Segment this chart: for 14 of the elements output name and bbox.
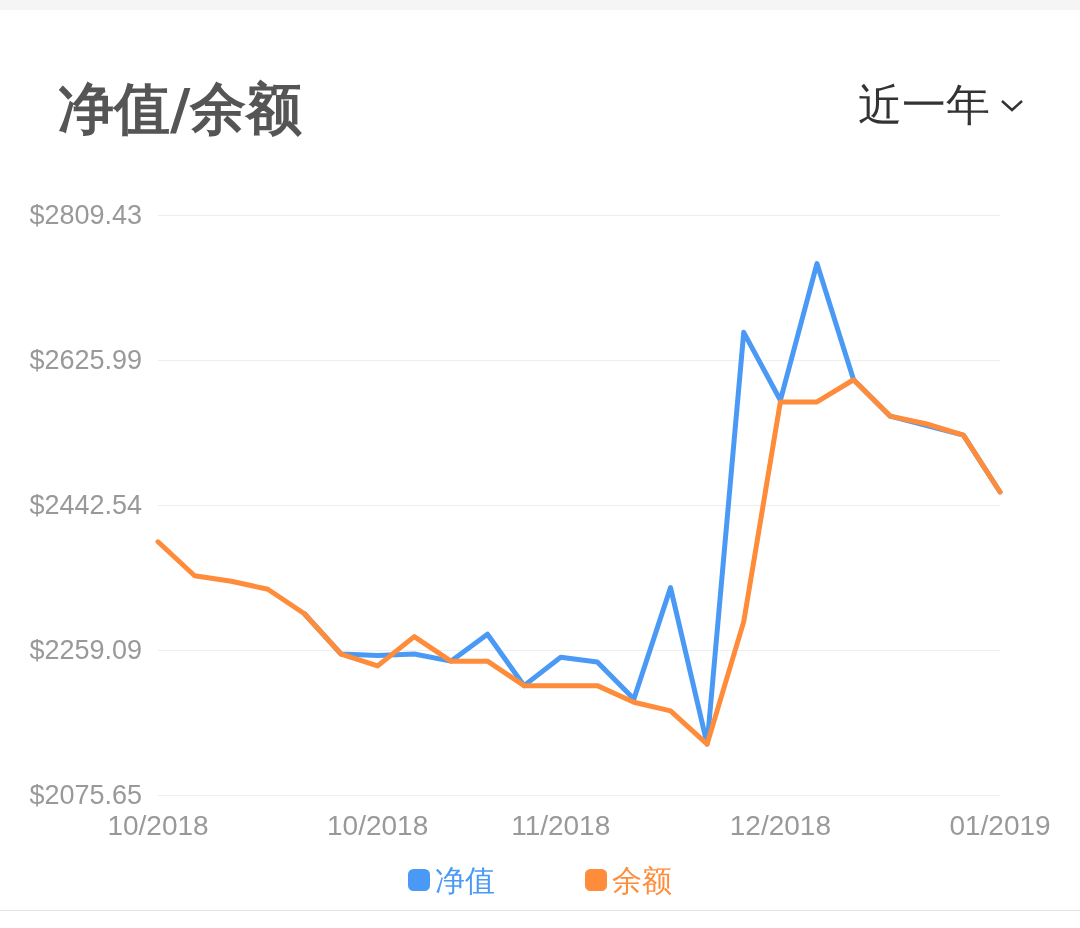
y-tick-label: $2442.54 — [29, 490, 142, 520]
y-tick-label: $2075.65 — [29, 780, 142, 810]
chart-title: 净值/余额 — [58, 75, 303, 143]
y-tick-label: $2259.09 — [29, 635, 142, 665]
y-tick-label: $2625.99 — [29, 345, 142, 375]
x-tick-label: 10/2018 — [327, 809, 429, 841]
x-tick-label: 10/2018 — [107, 809, 209, 841]
x-tick-label: 11/2018 — [511, 809, 611, 841]
x-tick-label: 01/2019 — [949, 809, 1051, 841]
legend-label: 余额 — [612, 862, 672, 898]
x-tick-label: 12/2018 — [729, 809, 831, 841]
y-tick-label: $2809.43 — [29, 200, 142, 230]
legend-label: 净值 — [435, 862, 495, 898]
text: 近一年 — [858, 78, 990, 132]
